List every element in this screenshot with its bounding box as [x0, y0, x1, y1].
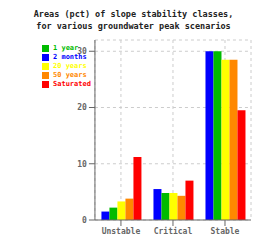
svg-text:10: 10 — [77, 160, 87, 169]
svg-text:0: 0 — [82, 216, 87, 225]
svg-text:Unstable: Unstable — [102, 227, 141, 236]
svg-text:Critical: Critical — [154, 226, 193, 236]
svg-text:Stable: Stable — [211, 227, 240, 236]
svg-text:30: 30 — [77, 47, 87, 56]
svg-text:20: 20 — [77, 103, 87, 112]
